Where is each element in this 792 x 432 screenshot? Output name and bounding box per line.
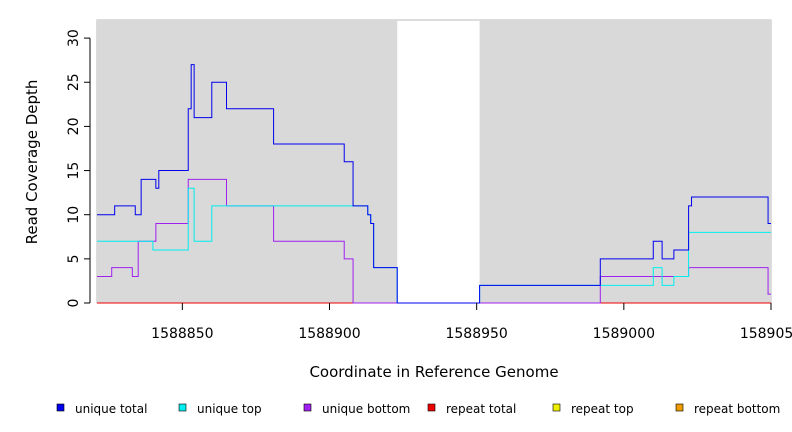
y-tick-label: 30 (66, 29, 82, 47)
legend-label-repeat-top: repeat top (571, 402, 634, 416)
y-tick-label: 25 (66, 73, 82, 91)
legend-swatch-repeat-bottom (675, 403, 684, 412)
series-line-unique-total (97, 64, 771, 304)
legend-swatch-repeat-top (552, 403, 561, 412)
y-tick-label: 20 (66, 117, 82, 135)
legend-label-unique-top: unique top (197, 402, 262, 416)
legend-swatch-unique-total (56, 403, 65, 412)
x-tick-label: 1588850 (151, 326, 213, 342)
x-tick-label: 1588900 (298, 326, 360, 342)
series-lines (97, 64, 771, 304)
y-axis-title: Read Coverage Depth (23, 80, 41, 245)
x-tick-label: 1589000 (593, 326, 655, 342)
legend-label-unique-total: unique total (75, 402, 147, 416)
y-tick-label: 5 (66, 254, 82, 263)
legend-label-repeat-total: repeat total (446, 402, 516, 416)
covered-region-1 (479, 20, 771, 303)
legend-swatch-repeat-total (427, 403, 436, 412)
y-tick-label: 0 (66, 299, 82, 308)
x-axis-title: Coordinate in Reference Genome (309, 363, 558, 381)
legend-swatch-unique-top (178, 403, 187, 412)
y-tick-label: 10 (66, 206, 82, 224)
legend: unique total unique top unique bottom repea… (56, 402, 780, 416)
legend-label-unique-bottom: unique bottom (322, 402, 410, 416)
y-axis: 0 5 10 15 20 25 30 (66, 29, 91, 308)
legend-label-repeat-bottom: repeat bottom (694, 402, 780, 416)
legend-swatch-unique-bottom (303, 403, 312, 412)
x-tick-label: 1588950 (445, 326, 507, 342)
y-tick-label: 15 (66, 162, 82, 180)
covered-regions (97, 20, 771, 303)
